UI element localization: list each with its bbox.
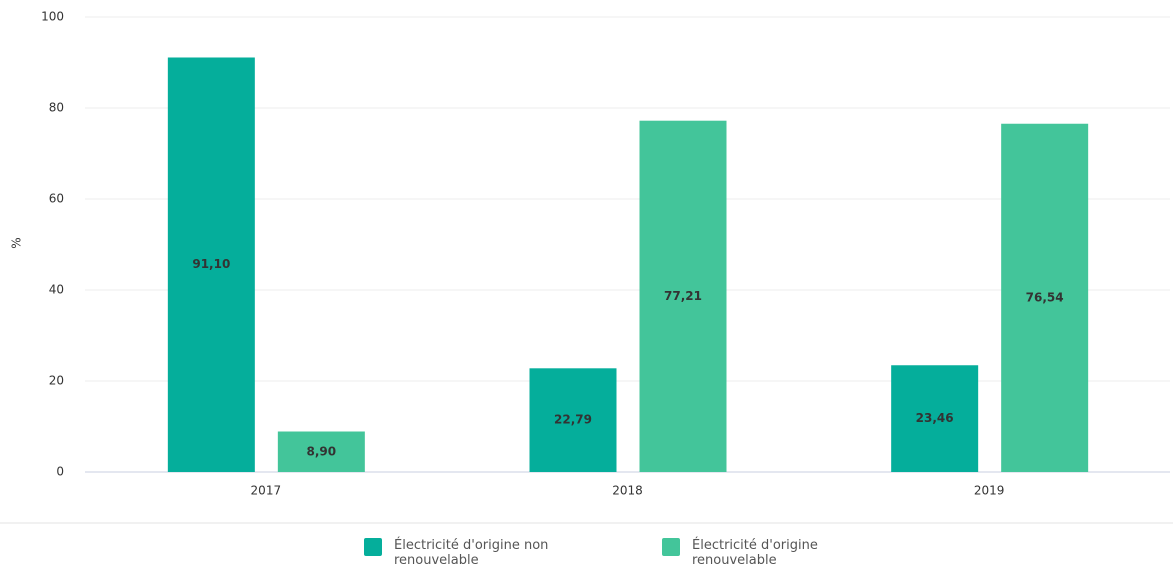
y-tick-label: 80 (49, 101, 64, 115)
bar (529, 368, 617, 472)
value-label: 76,54 (1026, 290, 1064, 304)
y-tick-label: 100 (41, 10, 64, 24)
y-axis-label: % (10, 237, 24, 248)
y-tick-label: 20 (49, 374, 64, 388)
bar (167, 57, 255, 473)
value-label: 23,46 (916, 411, 954, 425)
y-tick-label: 40 (49, 283, 64, 297)
bar (277, 431, 365, 472)
bar (639, 120, 727, 472)
legend-swatch (662, 538, 680, 556)
x-tick-label: 2018 (612, 484, 643, 498)
legend-label: Électricité d'origine renouvelable (692, 538, 818, 568)
legend-item[interactable]: Électricité d'origine non renouvelable (364, 538, 564, 568)
y-tick-label: 60 (49, 192, 64, 206)
legend-item[interactable]: Électricité d'origine renouvelable (662, 538, 862, 568)
bar (891, 365, 979, 472)
x-tick-label: 2019 (974, 484, 1005, 498)
x-tick-label: 2017 (251, 484, 282, 498)
legend-swatch (364, 538, 382, 556)
value-label: 8,90 (307, 444, 337, 458)
bar (1001, 123, 1089, 473)
legend-label: Électricité d'origine non renouvelable (394, 538, 549, 568)
y-tick-label: 0 (56, 465, 64, 479)
value-label: 22,79 (554, 413, 592, 427)
value-label: 91,10 (192, 257, 230, 271)
value-label: 77,21 (664, 289, 702, 303)
